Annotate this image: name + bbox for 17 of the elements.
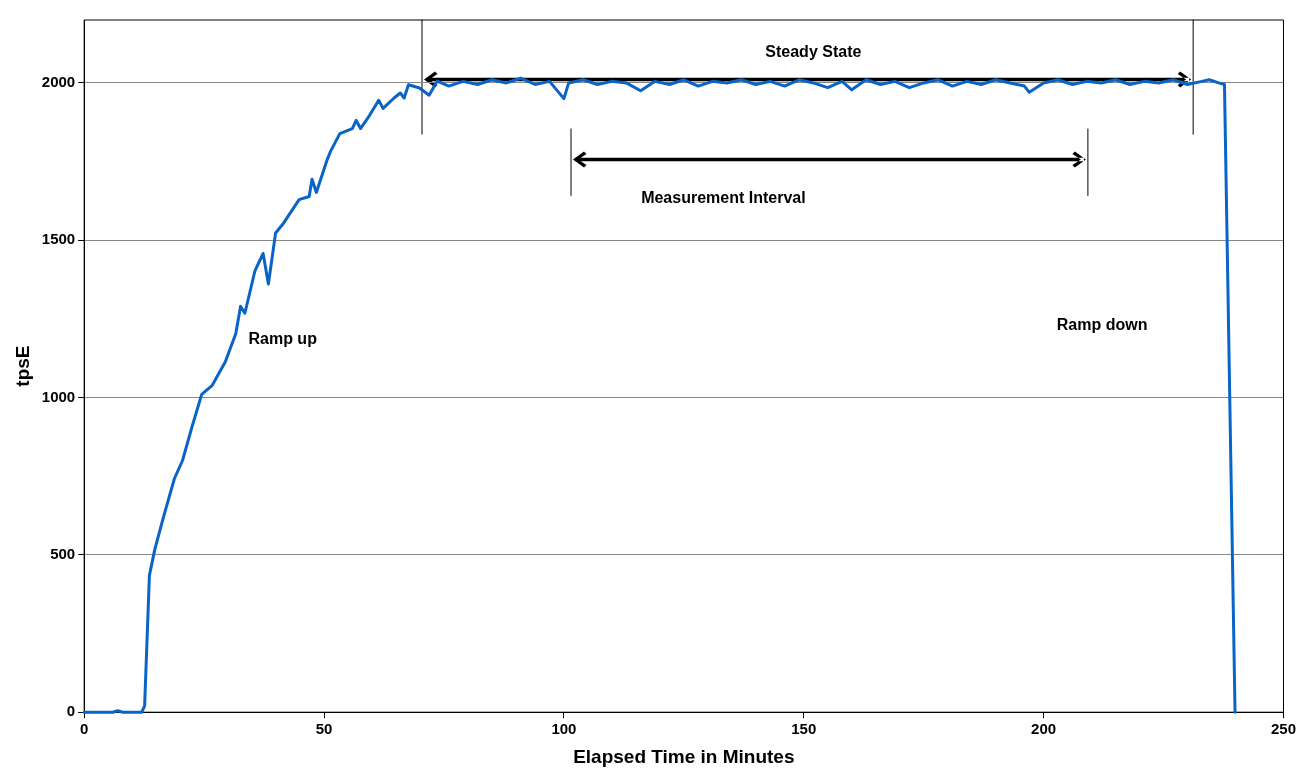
x-tick-label: 200 bbox=[1031, 720, 1057, 738]
x-tick-label: 50 bbox=[315, 720, 333, 738]
annotation: Steady State bbox=[765, 42, 862, 61]
x-tick-label: 0 bbox=[80, 720, 89, 738]
x-tick-label: 100 bbox=[551, 720, 577, 738]
y-tick-label: 2000 bbox=[41, 73, 76, 91]
annotation: Ramp up bbox=[248, 330, 317, 349]
y-axis-title: tpsE bbox=[11, 345, 33, 387]
x-tick-label: 150 bbox=[791, 720, 817, 738]
x-axis-title: Elapsed Time in Minutes bbox=[573, 745, 795, 767]
y-tick-label: 0 bbox=[66, 702, 76, 720]
annotation: Measurement Interval bbox=[641, 188, 806, 207]
y-tick-label: 500 bbox=[50, 545, 76, 563]
y-tick-label: 1000 bbox=[41, 387, 76, 405]
annotation: Ramp down bbox=[1056, 316, 1148, 335]
y-tick-label: 1500 bbox=[41, 230, 76, 248]
x-tick-label: 250 bbox=[1270, 720, 1296, 738]
